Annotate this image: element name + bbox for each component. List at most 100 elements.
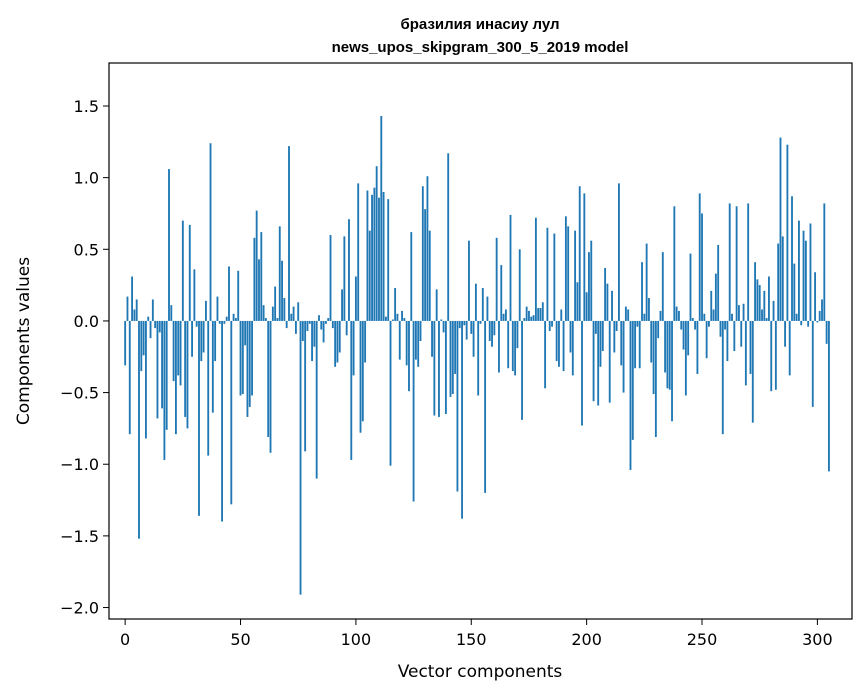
y-tick-label-7: −2.0 xyxy=(60,599,99,618)
bar-86 xyxy=(322,320,325,343)
bar-57 xyxy=(255,210,258,321)
bar-131 xyxy=(426,176,429,321)
bar-193 xyxy=(569,320,572,353)
bar-253 xyxy=(708,320,710,327)
bar-106 xyxy=(368,230,371,321)
bar-157 xyxy=(486,296,489,321)
bar-108 xyxy=(373,187,376,321)
bar-258 xyxy=(719,320,722,337)
bar-151 xyxy=(472,320,475,357)
bar-173 xyxy=(523,318,526,321)
bar-153 xyxy=(477,320,480,396)
bar-33 xyxy=(200,320,203,362)
bar-27 xyxy=(186,320,189,429)
bar-0 xyxy=(124,320,127,366)
bar-69 xyxy=(283,298,286,321)
bar-25 xyxy=(181,220,184,321)
bar-304 xyxy=(825,320,828,344)
bar-272 xyxy=(751,320,754,423)
bar-215 xyxy=(620,320,623,366)
bar-168 xyxy=(511,320,514,372)
bar-241 xyxy=(680,320,683,330)
bar-222 xyxy=(636,320,639,327)
bar-42 xyxy=(221,320,223,522)
bar-164 xyxy=(502,313,505,321)
x-tick-label-250: 250 xyxy=(687,630,718,649)
bar-195 xyxy=(574,230,577,321)
x-axis-label: Vector components xyxy=(398,662,563,682)
bar-266 xyxy=(738,305,740,321)
bar-286 xyxy=(784,320,787,347)
bar-268 xyxy=(742,303,745,321)
bar-156 xyxy=(484,320,487,493)
x-tick-label-0: 0 xyxy=(120,630,130,649)
bar-109 xyxy=(375,166,378,321)
bar-30 xyxy=(193,269,196,321)
bar-287 xyxy=(786,144,789,321)
bar-35 xyxy=(204,300,207,321)
bar-172 xyxy=(521,320,523,420)
bar-92 xyxy=(336,320,339,363)
bar-276 xyxy=(761,309,763,321)
bar-277 xyxy=(763,290,766,321)
bar-7 xyxy=(140,320,143,372)
bar-18 xyxy=(165,320,168,430)
bar-186 xyxy=(553,233,556,321)
bar-20 xyxy=(170,305,173,321)
bar-237 xyxy=(671,320,673,422)
bar-15 xyxy=(158,320,161,333)
bar-72 xyxy=(290,313,293,321)
bar-75 xyxy=(297,302,300,321)
bar-122 xyxy=(405,320,408,366)
bar-261 xyxy=(726,320,729,362)
bar-82 xyxy=(313,320,316,347)
bar-53 xyxy=(246,320,249,417)
bar-248 xyxy=(696,320,699,374)
bar-163 xyxy=(500,265,503,321)
bar-218 xyxy=(627,309,630,321)
bar-233 xyxy=(661,252,664,321)
bar-262 xyxy=(728,203,731,321)
bar-129 xyxy=(421,186,424,321)
bar-190 xyxy=(562,320,565,372)
bar-274 xyxy=(756,279,759,321)
bar-137 xyxy=(440,319,443,321)
bar-24 xyxy=(179,320,182,386)
bar-202 xyxy=(590,240,593,321)
bar-209 xyxy=(606,283,609,321)
bar-5 xyxy=(135,299,138,321)
bar-230 xyxy=(654,320,657,438)
bar-79 xyxy=(306,320,309,331)
bar-171 xyxy=(518,249,521,321)
bar-145 xyxy=(458,320,461,329)
bar-80 xyxy=(308,320,311,324)
bar-239 xyxy=(675,306,678,321)
bar-91 xyxy=(334,320,337,367)
bar-100 xyxy=(354,276,357,321)
bar-133 xyxy=(431,320,433,357)
bar-31 xyxy=(195,320,198,327)
bar-303 xyxy=(823,203,826,321)
bar-178 xyxy=(534,217,537,321)
bar-10 xyxy=(147,316,150,321)
bar-1 xyxy=(126,296,129,321)
bar-210 xyxy=(608,320,611,403)
bar-196 xyxy=(576,282,579,321)
bar-297 xyxy=(809,223,812,321)
bar-152 xyxy=(474,283,477,321)
bar-249 xyxy=(698,193,701,321)
bar-224 xyxy=(641,262,643,321)
bar-259 xyxy=(721,320,724,435)
bar-98 xyxy=(350,320,353,460)
bar-227 xyxy=(648,298,650,321)
bar-62 xyxy=(267,320,270,438)
bar-257 xyxy=(717,244,720,321)
bar-136 xyxy=(438,320,440,417)
bar-166 xyxy=(507,320,510,369)
x-tick-label-150: 150 xyxy=(456,630,487,649)
bar-216 xyxy=(622,320,625,393)
bar-111 xyxy=(380,116,383,321)
bar-198 xyxy=(581,320,583,426)
bar-39 xyxy=(214,320,217,362)
bar-155 xyxy=(481,287,484,321)
